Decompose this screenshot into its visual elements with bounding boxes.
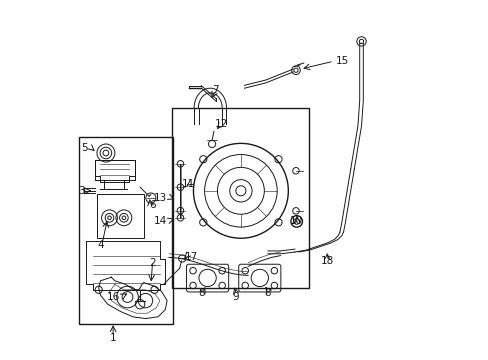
Text: 17: 17 [185,252,198,262]
Text: 14: 14 [154,216,167,226]
Text: 5: 5 [81,143,88,153]
Text: 15: 15 [336,56,349,66]
Text: 3: 3 [78,186,84,196]
Text: 13: 13 [154,193,167,203]
Text: 11: 11 [182,179,195,189]
Text: 2: 2 [149,258,156,268]
Text: 16: 16 [107,292,120,302]
Bar [97,194,143,238]
Bar [172,108,309,288]
Text: 1: 1 [110,333,116,343]
Text: 18: 18 [320,256,333,266]
Text: 8: 8 [198,288,204,298]
Text: 6: 6 [149,200,156,210]
Text: 4: 4 [97,240,103,250]
Text: 9: 9 [232,292,238,302]
Text: 8: 8 [264,288,271,298]
Text: 7: 7 [212,85,219,95]
Text: 10: 10 [289,216,303,226]
Text: 12: 12 [214,119,227,129]
Bar [79,137,172,324]
